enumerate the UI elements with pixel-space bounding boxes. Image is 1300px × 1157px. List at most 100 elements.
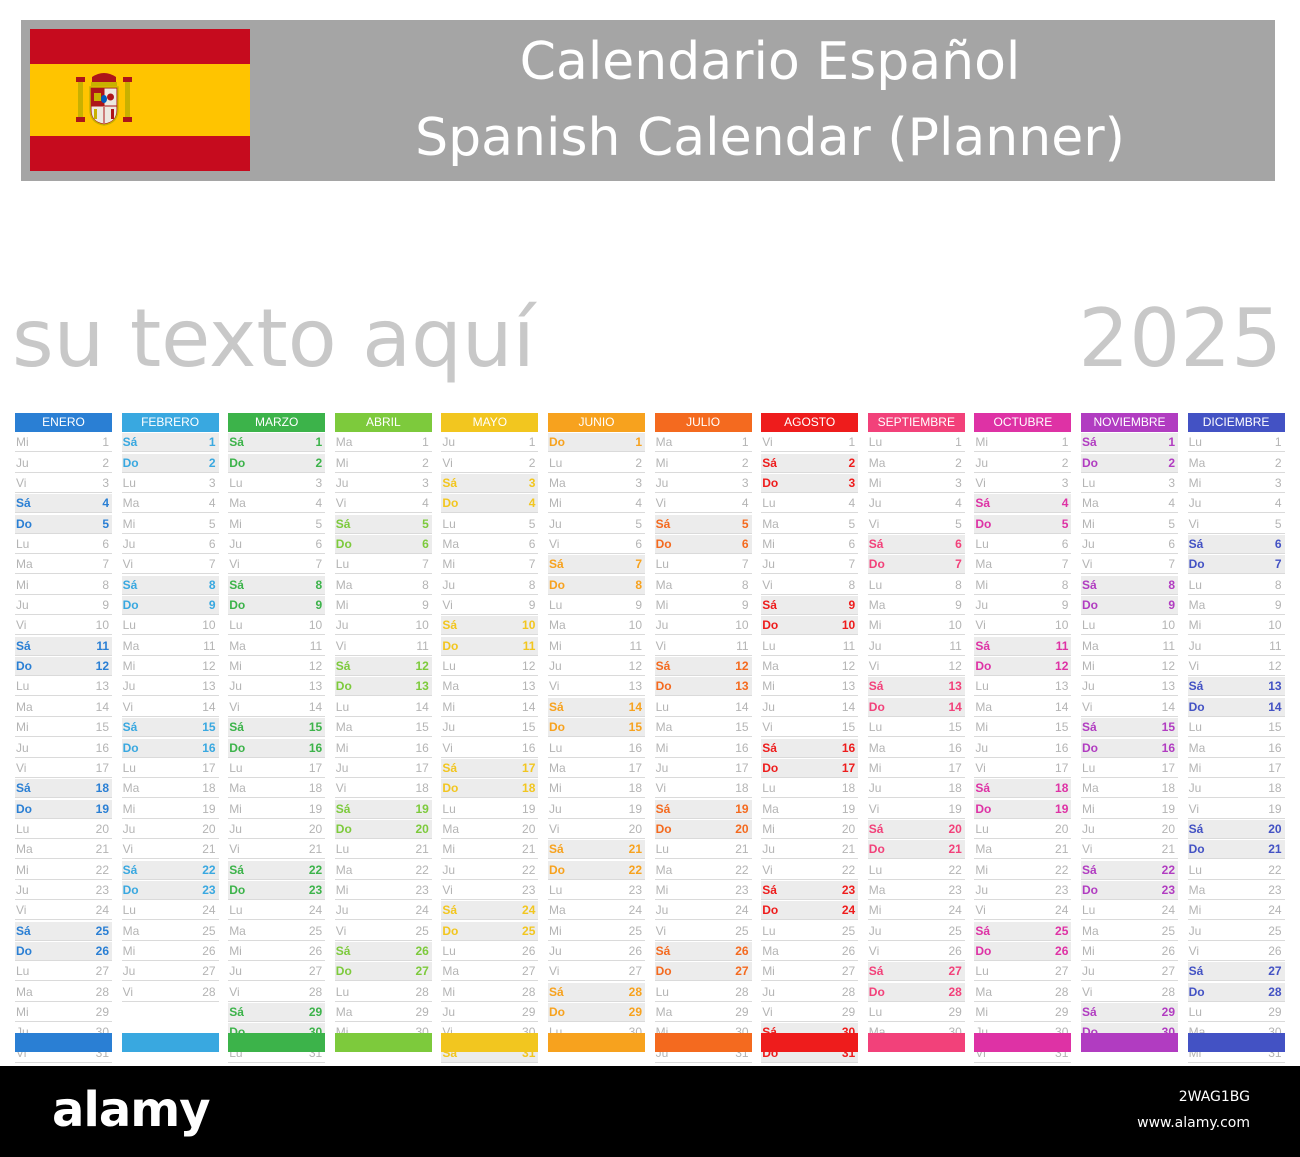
day-row: Lu 25	[761, 922, 859, 941]
day-row: Mi 16	[654, 739, 752, 758]
weekday-label: Ma	[868, 740, 886, 755]
weekend-day-row: Sá 1	[121, 433, 219, 453]
weekday-label: Do	[975, 943, 992, 958]
day-row: Lu 6	[15, 535, 112, 555]
day-row: Mi 1	[15, 433, 112, 453]
weekday-label: Vi	[16, 903, 27, 918]
day-number: 17	[308, 760, 323, 775]
day-row: Ju 17	[334, 759, 432, 778]
day-number: 16	[415, 740, 429, 755]
day-row: Ma 29	[654, 1003, 752, 1022]
day-number: 19	[841, 801, 856, 816]
weekday-label: Do	[762, 618, 779, 633]
day-number: 15	[308, 720, 323, 735]
weekend-day-row: Sá 23	[761, 880, 859, 900]
day-row: Ju 13	[228, 677, 326, 697]
weekday-label: Ju	[16, 740, 29, 755]
weekend-day-row: Sá 28	[548, 982, 645, 1002]
day-number: 21	[628, 842, 642, 857]
day-row: Vi 19	[867, 800, 965, 819]
weekday-label: Sá	[16, 923, 31, 938]
weekday-label: Ju	[335, 760, 349, 775]
day-row: Mi 26	[121, 942, 219, 961]
day-number: 8	[208, 577, 216, 592]
day-number: 18	[948, 781, 962, 796]
weekday-label: Vi	[442, 1023, 452, 1041]
weekday-label: Do	[122, 740, 139, 755]
weekend-day-row: Sá 13	[867, 677, 965, 697]
weekday-label: Do	[335, 821, 352, 836]
day-number: 3	[208, 476, 216, 491]
day-number: 28	[841, 984, 856, 999]
weekday-label: Ma	[868, 455, 886, 470]
weekday-label: Vi	[16, 760, 27, 775]
day-number: 18	[415, 781, 429, 796]
weekday-label: Ju	[1188, 638, 1202, 653]
day-row: Ma 15	[654, 718, 752, 738]
day-number: 13	[308, 679, 323, 694]
day-row: Mi 3	[867, 474, 965, 494]
weekday-label: Ju	[975, 455, 989, 470]
weekend-day-row: Do 10	[761, 616, 859, 636]
weekday-label: Sá	[229, 435, 244, 450]
day-number: 28	[1268, 984, 1282, 999]
day-number: 25	[522, 923, 536, 938]
day-number: 27	[202, 964, 216, 979]
day-row: Vi 21	[121, 840, 219, 860]
weekday-label: Sá	[229, 720, 244, 735]
day-number: 20	[1268, 821, 1282, 836]
day-number: 25	[1161, 923, 1175, 938]
weekday-label: Ma	[122, 781, 140, 796]
weekday-label: Mi	[868, 903, 882, 918]
weekday-label: Lu	[549, 740, 563, 755]
weekday-label: Lu	[1082, 903, 1096, 918]
day-row: Ma 25	[1081, 922, 1178, 941]
weekday-label: Sá	[122, 862, 138, 877]
weekday-label: Sá	[335, 801, 351, 816]
weekday-label: Do	[1082, 740, 1098, 755]
month-junio: JUNIO Do 1 Lu 2 Ma 3 Mi 4 Ju 5 Vi 6 Sá 7 Do 8 Lu 9 Ma 10 Mi 11…	[548, 413, 645, 1052]
day-number: 1	[741, 435, 749, 450]
weekday-label: Vi	[868, 943, 880, 958]
day-number: 23	[95, 882, 109, 897]
weekday-label: Do	[335, 964, 352, 979]
day-row: Ju 26	[548, 942, 645, 961]
weekday-label: Ju	[1082, 964, 1095, 979]
weekday-label: Vi	[975, 618, 986, 633]
weekend-day-row: Do 19	[15, 799, 112, 819]
month-header: DICIEMBRE	[1187, 413, 1285, 432]
weekday-label: Lu	[442, 801, 456, 816]
day-number: 29	[308, 1004, 323, 1019]
day-row: Lu 26	[441, 942, 539, 961]
day-row: Ma 18	[121, 779, 219, 799]
day-number: 11	[203, 638, 216, 653]
day-number: 24	[1161, 903, 1175, 918]
day-number: 6	[422, 537, 429, 552]
weekday-label: Sá	[762, 740, 777, 755]
weekday-label: Ma	[16, 984, 33, 999]
weekday-label: Mi	[16, 862, 29, 877]
weekday-label: Mi	[442, 557, 456, 572]
month-header: ABRIL	[334, 413, 432, 432]
weekday-label: Vi	[122, 984, 134, 999]
weekday-label: Lu	[1188, 720, 1202, 735]
day-number: 8	[528, 577, 536, 592]
month-footer-bar	[121, 1033, 219, 1052]
weekday-label: Ju	[122, 821, 136, 836]
day-number: 19	[522, 801, 536, 816]
day-number: 4	[955, 496, 962, 511]
day-row: Ma 15	[334, 718, 432, 738]
day-number: 26	[202, 943, 216, 958]
weekday-label: Mi	[762, 821, 775, 836]
weekday-label: Vi	[335, 496, 347, 511]
day-number: 29	[1055, 1004, 1069, 1019]
day-number: 2	[1061, 455, 1069, 470]
day-number: 11	[736, 638, 749, 653]
day-row: Ma 29	[334, 1003, 432, 1022]
weekday-label: Do	[868, 842, 885, 857]
day-row: Mi 8	[974, 576, 1072, 595]
day-row: Lu 20	[974, 820, 1072, 839]
weekday-label: Sá	[335, 659, 351, 674]
day-row: Mi 19	[121, 800, 219, 819]
day-number: 26	[308, 943, 323, 958]
